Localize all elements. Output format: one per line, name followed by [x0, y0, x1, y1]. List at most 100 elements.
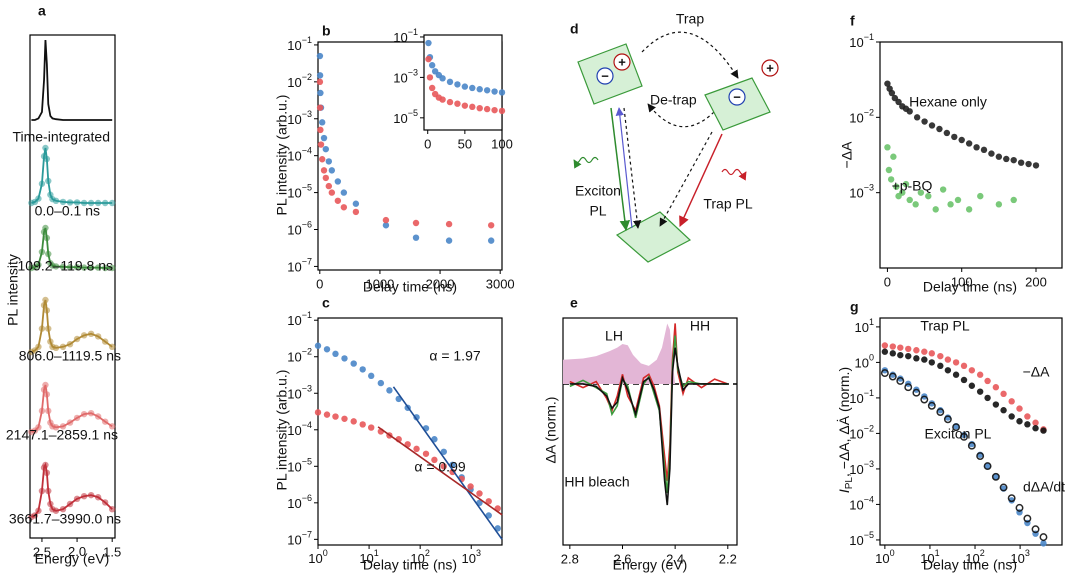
tick-label-exponent: −5 — [302, 183, 312, 193]
tick-label-exponent: −5 — [302, 457, 312, 467]
series-label: Time-integrated — [12, 129, 110, 145]
data-point — [928, 359, 936, 366]
trap-arrow — [641, 31, 739, 79]
tick-label: 0 — [316, 276, 323, 291]
data-point — [913, 347, 920, 354]
tick-label: 3000 — [486, 276, 515, 291]
trap-label: Trap — [676, 11, 704, 27]
panel-label: c — [322, 295, 330, 311]
x-axis-label: Delay time (ns) — [363, 279, 457, 295]
tick-label: 0 — [884, 274, 891, 289]
data-point — [1023, 514, 1032, 523]
tick-label: 10−7 — [287, 257, 312, 275]
data-point — [884, 144, 891, 151]
data-point — [913, 114, 921, 121]
tick-label: 100 — [491, 136, 513, 151]
data-point — [984, 394, 991, 402]
x-axis-label: Delay time (ns) — [363, 557, 457, 573]
data-point — [454, 100, 461, 107]
tick-label-exponent: −2 — [864, 424, 874, 434]
tick-label-base: 10 — [875, 551, 889, 566]
detrap-label: De-trap — [650, 92, 697, 108]
tick-label-exponent: −2 — [864, 108, 874, 118]
data-point — [1010, 156, 1017, 164]
tick-label-base: 10 — [287, 260, 301, 275]
tick-label-base: 10 — [849, 427, 863, 442]
data-point — [880, 369, 889, 378]
tick-label: 2.4 — [666, 551, 684, 566]
data-point — [1016, 418, 1023, 425]
tick-label-base: 10 — [287, 496, 301, 511]
tick-label: 103 — [1010, 548, 1029, 566]
data-point — [1024, 413, 1031, 420]
hole-symbol: + — [618, 54, 626, 69]
data-point — [896, 377, 905, 385]
data-point — [967, 441, 976, 450]
data-point — [328, 167, 336, 174]
data-point — [487, 222, 495, 229]
data-point — [976, 388, 984, 395]
tick-label-exponent: 1 — [869, 317, 874, 327]
data-point — [965, 140, 973, 147]
absorption-arrow — [615, 107, 633, 229]
data-point — [1031, 525, 1040, 534]
tick-label: 10−5 — [849, 530, 874, 548]
data-point — [899, 189, 906, 196]
data-point — [917, 189, 925, 196]
data-point — [897, 351, 904, 359]
data-point — [425, 55, 432, 63]
tick-label-base: 10 — [287, 387, 301, 402]
data-point — [413, 445, 420, 453]
data-point — [322, 174, 330, 182]
data-point — [341, 415, 348, 422]
data-point — [476, 104, 483, 112]
data-point — [936, 125, 943, 133]
data-point — [983, 462, 992, 471]
tick-label: 10−6 — [287, 220, 312, 238]
data-point — [341, 355, 348, 362]
data-point — [367, 424, 375, 431]
tick-label-base: 10 — [287, 186, 301, 201]
y-axis-label: ΔA (norm.) — [543, 397, 559, 464]
data-point — [386, 387, 393, 394]
data-point — [904, 383, 913, 392]
data-point — [1015, 503, 1024, 512]
tick-label-base: 10 — [920, 551, 934, 566]
data-point — [108, 264, 116, 272]
data-point — [943, 129, 951, 137]
data-point — [449, 468, 456, 476]
data-point — [932, 206, 939, 213]
data-point — [469, 84, 476, 92]
data-line — [31, 39, 113, 121]
data-point — [928, 400, 936, 407]
photon-icon — [573, 156, 599, 169]
y-axis-label: PL intensity — [5, 254, 21, 326]
tick-label: 10−5 — [287, 183, 312, 201]
tick-label-base: 10 — [287, 314, 301, 329]
data-point — [884, 80, 891, 87]
tick-label-base: 10 — [287, 533, 301, 548]
data-point — [340, 189, 348, 196]
tick-label: 10−3 — [393, 68, 418, 86]
tick-label: 100 — [951, 274, 973, 289]
data-point — [887, 176, 895, 183]
data-point — [902, 180, 910, 188]
series-label: −ΔA — [1023, 364, 1051, 380]
annotation: α = 1.97 — [429, 348, 481, 364]
exciton-pl-label: PL — [589, 203, 606, 219]
series-label: Exciton PL — [925, 426, 992, 442]
data-point — [999, 483, 1008, 492]
tick-label-exponent: −2 — [302, 347, 312, 357]
data-point — [921, 356, 928, 363]
data-point — [350, 418, 357, 425]
data-point — [367, 372, 375, 380]
x-axis-label: Energy (eV) — [613, 557, 688, 573]
absorption-area — [563, 323, 676, 384]
data-point — [469, 103, 476, 111]
data-point — [881, 342, 889, 349]
data-point — [440, 448, 447, 455]
data-point — [895, 98, 902, 106]
tick-label-base: 10 — [855, 320, 869, 335]
data-point — [1032, 419, 1039, 426]
series-label: 3661.7–3990.0 ns — [9, 511, 121, 527]
